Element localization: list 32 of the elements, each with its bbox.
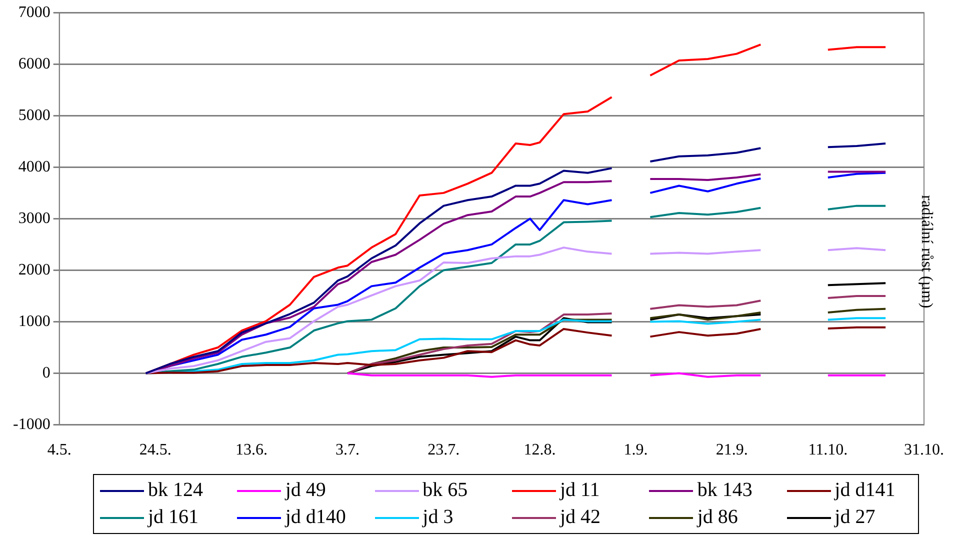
legend-label: jd 49 xyxy=(285,479,326,502)
x-tick-label: 1.9. xyxy=(624,442,648,459)
x-tick-label: 11.10. xyxy=(808,442,848,459)
x-tick-label: 24.5. xyxy=(139,442,172,459)
y-axis-title: radiální růst (µm) xyxy=(917,195,935,308)
legend-label: jd d140 xyxy=(285,506,346,529)
x-tick-label: 12.8. xyxy=(524,442,556,459)
y-tick-label: 1000 xyxy=(18,312,50,330)
legend-label: jd 3 xyxy=(422,506,454,529)
legend-label: jd 11 xyxy=(560,479,600,502)
legend-label: jd 42 xyxy=(560,506,601,529)
x-tick-label: 21.9. xyxy=(716,442,748,459)
y-tick-label: 7000 xyxy=(18,4,50,21)
legend-label: bk 124 xyxy=(148,479,203,502)
y-tick-label: 0 xyxy=(42,364,50,382)
y-tick-label: 4000 xyxy=(18,158,50,176)
legend-label: bk 143 xyxy=(697,479,752,502)
x-tick-label: 4.5. xyxy=(47,442,72,459)
x-tick-label: 3.7. xyxy=(336,442,360,459)
legend-label: jd d141 xyxy=(834,479,896,502)
legend-label: jd 161 xyxy=(148,506,199,529)
y-tick-label: -1000 xyxy=(13,416,50,434)
y-tick-label: 3000 xyxy=(18,210,50,227)
x-tick-label: 31.10. xyxy=(904,442,944,459)
y-tick-label: 6000 xyxy=(18,55,50,72)
y-tick-label: 5000 xyxy=(18,106,50,124)
y-tick-label: 2000 xyxy=(18,261,50,278)
x-tick-label: 13.6. xyxy=(235,442,268,459)
x-tick-label: 23.7. xyxy=(428,442,460,459)
legend-label: jd 27 xyxy=(834,506,876,529)
legend-label: jd 86 xyxy=(697,506,738,529)
legend-label: bk 65 xyxy=(422,479,468,502)
